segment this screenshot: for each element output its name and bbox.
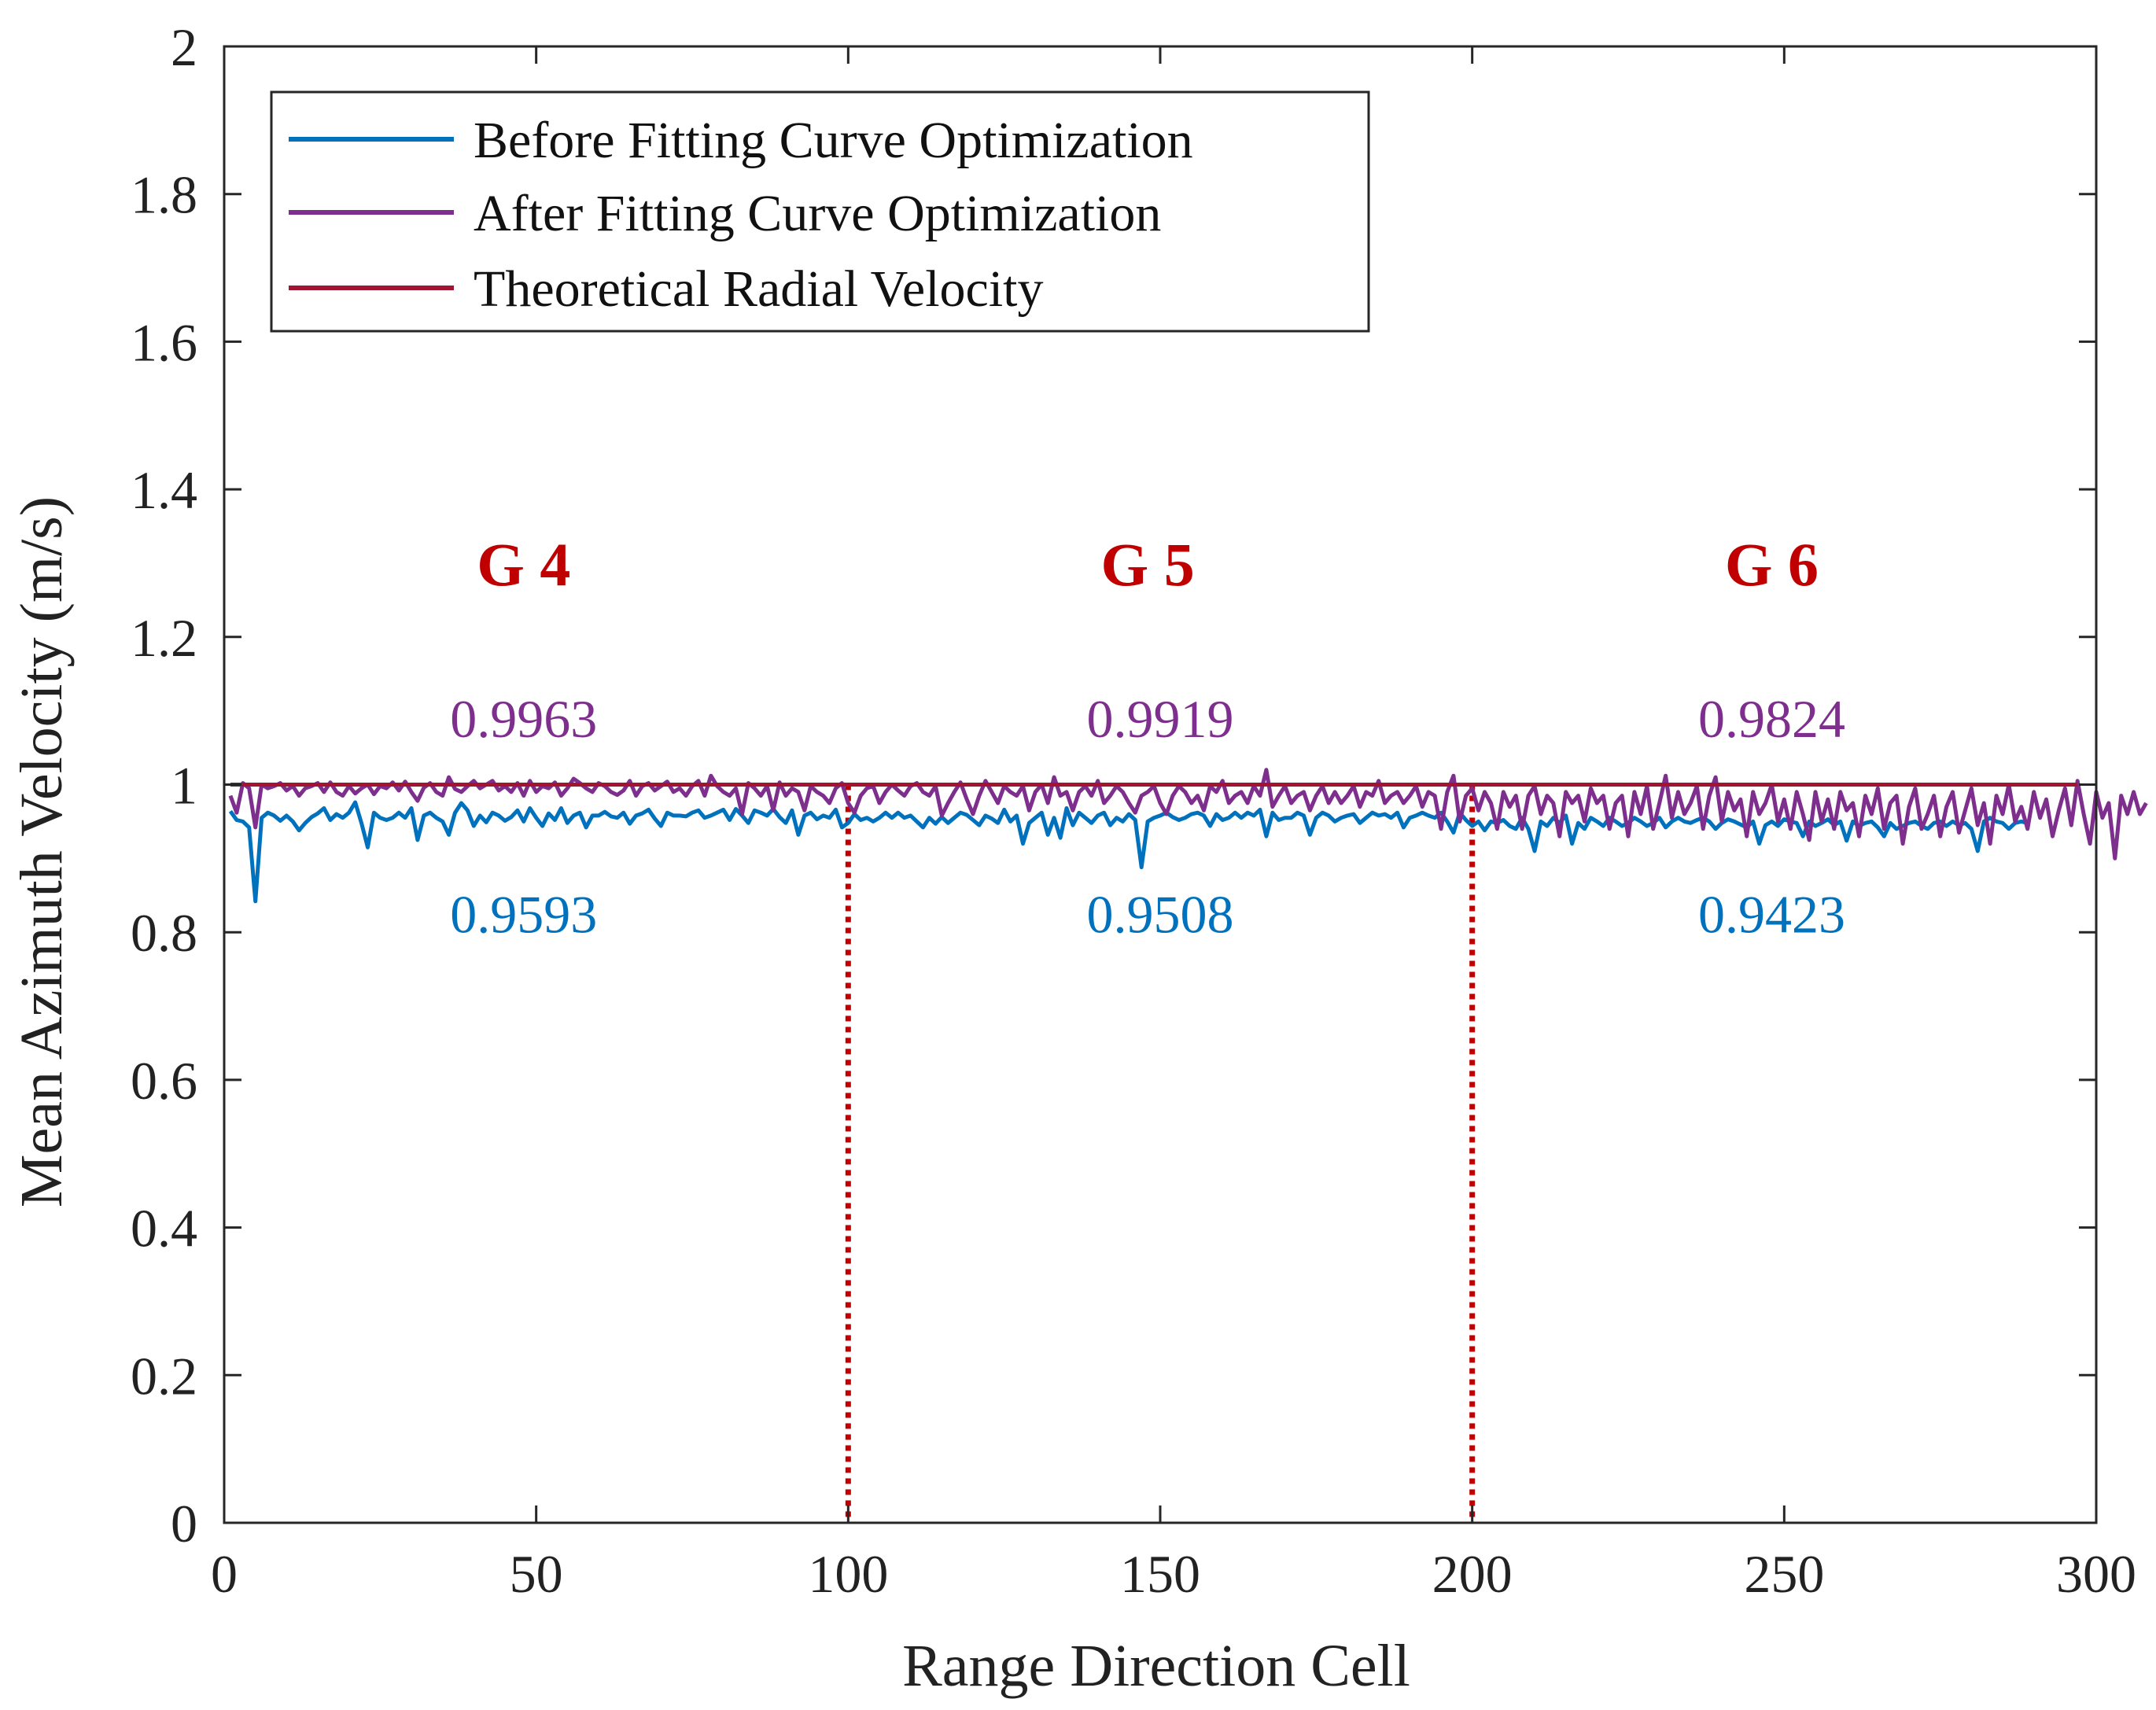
before-mean-label: 0.9508 [1087, 885, 1234, 945]
y-tick-label: 1.8 [131, 165, 197, 225]
y-tick-label: 0.6 [131, 1051, 197, 1111]
group-label: G 5 [1101, 530, 1195, 599]
legend-label-before: Before Fitting Curve Optimization [474, 112, 1193, 169]
legend-label-theoretical: Theoretical Radial Velocity [474, 260, 1044, 318]
group-label: G 4 [477, 530, 570, 599]
plot-layer [228, 768, 2148, 1523]
after-mean-label: 0.9919 [1087, 689, 1234, 749]
legend-label-after: After Fitting Curve Optimization [474, 185, 1161, 242]
y-tick-label: 1.2 [131, 608, 197, 668]
y-tick-label: 0.2 [131, 1346, 197, 1406]
y-tick-label: 0.4 [131, 1199, 197, 1259]
series-line-after [228, 768, 2148, 861]
after-mean-label: 0.9963 [450, 689, 597, 749]
series-line-before [228, 800, 2029, 904]
x-tick-label: 300 [2056, 1544, 2136, 1604]
before-mean-label: 0.9423 [1698, 885, 1845, 945]
y-tick-label: 0.8 [131, 903, 197, 963]
before-mean-label: 0.9593 [450, 885, 597, 945]
y-tick-label: 1.4 [131, 460, 197, 520]
x-tick-label: 100 [808, 1544, 888, 1604]
x-tick-label: 150 [1120, 1544, 1200, 1604]
x-tick-label: 250 [1744, 1544, 1824, 1604]
x-axis-title: Range Direction Cell [902, 1633, 1410, 1699]
ticks-layer: 0 50 100 150 200 250 300 0 0.2 0.4 0.6 0.8 1 1.2 1.4 1.… [131, 17, 2136, 1604]
annotation-layer: G 4 G 5 G 6 0.9963 0.9919 0.9824 0.9593 0.9508 0… [450, 530, 1845, 945]
y-tick-label: 1 [171, 756, 197, 816]
y-axis-title: Mean Azimuth Velocity (m/s) [9, 496, 75, 1207]
y-tick-label: 1.6 [131, 312, 197, 372]
y-tick-label: 2 [171, 17, 197, 77]
legend: Before Fitting Curve Optimization After … [270, 90, 1370, 333]
x-tick-label: 50 [510, 1544, 563, 1604]
y-tick-label: 0 [171, 1494, 197, 1553]
group-label: G 6 [1725, 530, 1819, 599]
legend-box [270, 90, 1370, 333]
x-tick-label: 0 [211, 1544, 238, 1604]
after-mean-label: 0.9824 [1698, 689, 1845, 749]
x-tick-label: 200 [1432, 1544, 1513, 1604]
